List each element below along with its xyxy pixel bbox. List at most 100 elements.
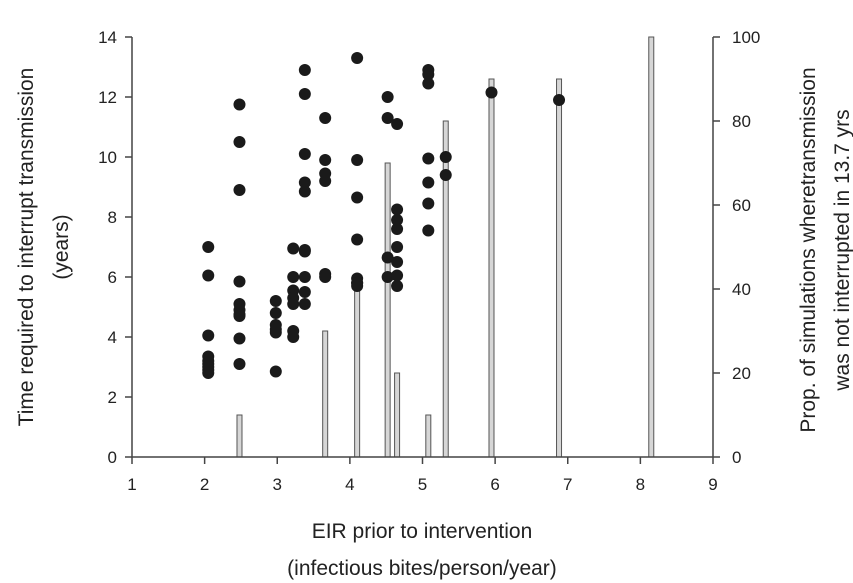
y-ticks-group: 0 2 4 6 8 10 12 14 [98, 28, 132, 467]
data-point [391, 280, 404, 292]
data-point [298, 245, 311, 258]
data-point [287, 298, 300, 310]
x-tick-label: 3 [273, 475, 282, 494]
data-point [298, 176, 311, 189]
data-point [351, 280, 364, 292]
data-point [391, 203, 404, 216]
data-point [391, 241, 404, 253]
bars-group [236, 36, 655, 458]
data-point [422, 197, 435, 210]
data-point [298, 271, 311, 283]
data-point [391, 223, 404, 235]
y-tick-label: 14 [98, 28, 117, 47]
y2-tick-label: 0 [732, 448, 741, 467]
data-point [553, 94, 566, 106]
points-group [202, 52, 566, 379]
data-point [351, 233, 364, 246]
data-point [319, 154, 332, 166]
y2-ticks-group: 0 20 40 60 80 100 [713, 28, 760, 467]
y2-tick-label: 20 [732, 364, 751, 383]
data-point [233, 136, 246, 148]
bar [384, 162, 391, 458]
data-point [233, 332, 246, 345]
data-point [351, 154, 364, 166]
y-tick-label: 2 [108, 388, 117, 407]
data-point [391, 269, 404, 282]
y-axis-label: Time required to interrupt transmission [15, 68, 38, 427]
data-point [269, 307, 282, 319]
data-point [391, 118, 404, 130]
data-point [381, 271, 394, 283]
y-tick-label: 10 [98, 148, 117, 167]
y2-axis-label-line2: was not interrupted in 13.7 yrs [831, 109, 853, 391]
data-point [233, 98, 246, 111]
y-tick-label: 4 [108, 328, 117, 347]
y2-tick-label: 60 [732, 196, 751, 215]
data-point [422, 152, 435, 165]
x-ticks-group: 1 2 3 4 5 6 7 8 9 [127, 457, 718, 494]
x-tick-label: 2 [200, 475, 209, 494]
x-tick-label: 4 [345, 475, 354, 494]
data-point [381, 112, 394, 124]
data-point [391, 256, 404, 268]
data-point [381, 91, 394, 103]
data-point [202, 367, 215, 379]
data-point [287, 331, 300, 343]
bar [354, 288, 361, 458]
data-point [319, 112, 332, 124]
data-point [319, 175, 332, 187]
x-tick-label: 8 [636, 475, 645, 494]
data-point [233, 275, 246, 288]
data-point [298, 298, 311, 310]
x-tick-label: 7 [563, 475, 572, 494]
data-point [202, 269, 215, 282]
data-point [439, 151, 452, 163]
data-point [485, 86, 498, 99]
data-point [233, 184, 246, 196]
axes-group [131, 37, 714, 458]
x-axis-label-line2: (infectious bites/person/year) [287, 557, 557, 580]
bar [556, 78, 563, 458]
data-point [269, 326, 282, 339]
y-tick-label: 12 [98, 88, 117, 107]
bar [394, 372, 401, 458]
y2-tick-label: 40 [732, 280, 751, 299]
y-axis-label-line2: (years) [50, 214, 73, 279]
data-point [381, 251, 394, 264]
bar [488, 78, 495, 458]
data-point [202, 241, 215, 253]
data-point [391, 214, 404, 226]
data-point [422, 224, 435, 237]
data-point [422, 176, 435, 189]
data-point [298, 185, 311, 198]
data-point [439, 169, 452, 181]
bar [236, 414, 243, 458]
data-point [298, 88, 311, 100]
y2-axis-label: Prop. of simulations wheretransmission [797, 67, 820, 432]
data-point [269, 365, 282, 378]
data-point [233, 310, 246, 322]
data-point [233, 358, 246, 370]
y2-tick-label: 100 [732, 28, 760, 47]
data-point [298, 64, 311, 76]
y-tick-label: 8 [108, 208, 117, 227]
bar [425, 414, 432, 458]
x-tick-label: 6 [490, 475, 499, 494]
y-tick-label: 0 [108, 448, 117, 467]
data-point [351, 52, 364, 64]
x-tick-label: 5 [418, 475, 427, 494]
data-point [319, 271, 332, 283]
x-axis-label: EIR prior to intervention [312, 520, 533, 543]
bar [322, 330, 329, 458]
y2-tick-label: 80 [732, 112, 751, 131]
data-point [202, 329, 215, 342]
y-tick-label: 6 [108, 268, 117, 287]
data-point [422, 68, 435, 81]
bar [648, 36, 655, 458]
data-point [422, 77, 435, 90]
x-tick-label: 9 [708, 475, 717, 494]
data-point [351, 191, 364, 204]
x-tick-label: 1 [127, 475, 136, 494]
data-point [298, 148, 311, 160]
